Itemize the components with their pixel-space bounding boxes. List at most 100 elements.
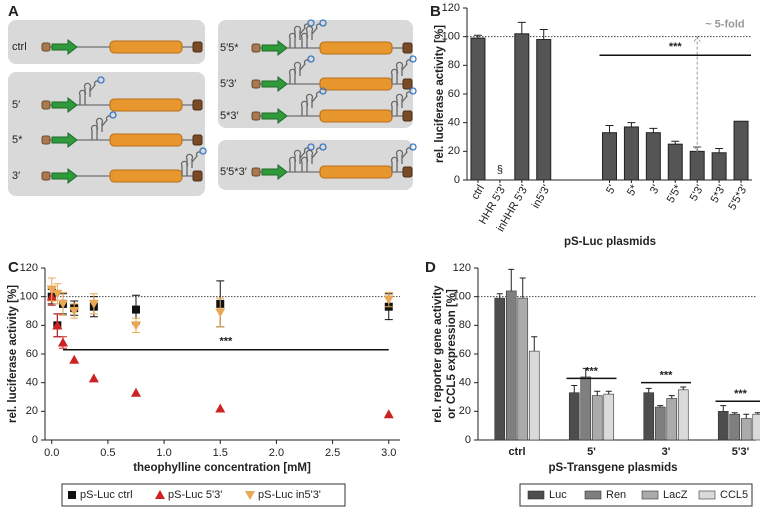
error-bar (496, 293, 503, 299)
marker (383, 409, 394, 419)
construct-label: ctrl (12, 41, 27, 53)
error-bar (531, 336, 538, 352)
construct-label: 3′ (12, 170, 20, 182)
x-tick-label: 5'3' (688, 183, 707, 203)
bar (602, 132, 617, 181)
bar (654, 406, 666, 441)
significance-label: *** (734, 388, 748, 400)
x-tick-label: 1.5 (213, 447, 228, 459)
legend (61, 483, 346, 507)
legend-label: CCL5 (720, 489, 748, 501)
marker (52, 320, 63, 330)
y-tick-label: 120 (453, 262, 471, 274)
significance-label: *** (660, 370, 674, 382)
bar (470, 37, 486, 181)
x-axis-title: theophylline concentration [mM] (133, 462, 311, 474)
construct-label: 5′5*3′ (220, 166, 247, 178)
x-tick-label: 2.5 (325, 447, 340, 459)
significance-label: *** (669, 41, 683, 53)
x-tick-label: 0.5 (100, 447, 115, 459)
x-tick-label: 2.0 (269, 447, 284, 459)
bar (536, 39, 552, 181)
x-tick-label: ctrl (469, 183, 487, 202)
x-tick-label: 5'3' (732, 446, 750, 458)
marker (130, 321, 141, 331)
x-tick-label: 5' (604, 183, 619, 196)
polyA (192, 99, 203, 111)
marker (383, 295, 394, 305)
error-bar (668, 395, 675, 399)
cds (109, 98, 183, 112)
fold-label: ~ 5-fold (705, 19, 744, 31)
cap (41, 100, 51, 110)
x-tick-label: 5* (625, 182, 641, 198)
error-bar (627, 122, 636, 127)
panel-label: D (425, 259, 436, 276)
promoter (261, 39, 288, 57)
bar (733, 120, 749, 181)
bar (643, 392, 655, 441)
bar (711, 152, 727, 181)
promoter (51, 167, 78, 185)
y-tick-label: 100 (20, 291, 38, 303)
y-axis-title: rel. reporter gene activity (432, 285, 444, 423)
polyA (192, 134, 203, 146)
y-tick-label: 80 (26, 319, 38, 331)
aptamer (97, 76, 105, 84)
promoter (261, 75, 288, 93)
error-bar (680, 386, 687, 390)
y-tick-label: 40 (448, 117, 460, 129)
polyA (402, 42, 413, 54)
legend-marker (155, 490, 165, 499)
polyA (192, 170, 203, 182)
aptamer (307, 55, 315, 63)
missing-marker: § (497, 164, 503, 176)
x-tick-label: 1.0 (156, 447, 171, 459)
aptamer (319, 19, 327, 27)
x-tick-label: 5'5*3' (726, 183, 750, 212)
bar (677, 389, 689, 441)
x-tick-label: 5' (587, 446, 596, 458)
aptamer (319, 87, 327, 95)
aptamer (319, 143, 327, 151)
construct-label: 5′ (12, 99, 20, 111)
y-tick-label: 0 (454, 174, 460, 186)
promoter (51, 38, 78, 56)
polyA (192, 41, 203, 53)
bar (505, 290, 517, 441)
aptamer (109, 111, 117, 119)
x-tick-label: 3.0 (381, 447, 396, 459)
y-tick-label: 20 (26, 405, 38, 417)
bar (689, 150, 705, 181)
legend-swatch (527, 490, 545, 500)
y-tick-label: 60 (448, 88, 460, 100)
error-bar (649, 127, 658, 133)
y-tick-label: 80 (448, 59, 460, 71)
legend-label: LacZ (663, 489, 688, 501)
y-tick-label: 100 (442, 31, 460, 43)
bar (666, 398, 678, 441)
polyA (402, 78, 413, 90)
legend-label: pS-Luc 5'3' (168, 489, 222, 501)
x-tick-label: 3' (662, 446, 671, 458)
legend-label: Luc (549, 489, 567, 501)
y-tick-label: 0 (32, 434, 38, 446)
y-axis-title: or CCL5 expression [%] (446, 289, 458, 419)
bar (528, 350, 540, 441)
marker (215, 308, 226, 318)
x-tick-label: in5'3' (530, 183, 553, 211)
y-tick-label: 40 (26, 377, 38, 389)
panel-label: A (8, 3, 19, 20)
aptamer (199, 147, 207, 155)
cds (109, 133, 183, 147)
bar (494, 297, 506, 441)
y-tick-label: 100 (453, 291, 471, 303)
error-bar (657, 405, 664, 408)
x-axis-title: pS-Luc plasmids (564, 236, 656, 248)
bar (729, 413, 741, 441)
polyA (402, 166, 413, 178)
legend-label: pS-Luc ctrl (80, 489, 133, 501)
y-tick-label: 20 (459, 405, 471, 417)
